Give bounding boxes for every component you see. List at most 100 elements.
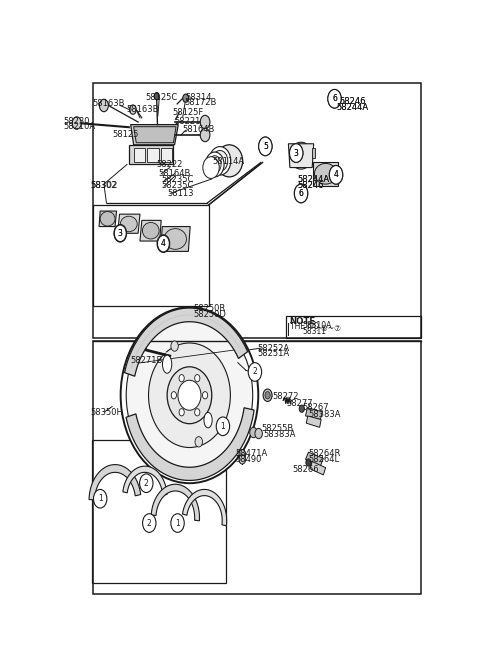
Polygon shape — [118, 214, 140, 233]
Text: 58244A: 58244A — [297, 175, 329, 185]
Circle shape — [157, 235, 170, 253]
Circle shape — [294, 184, 308, 203]
Circle shape — [114, 225, 126, 241]
Circle shape — [195, 437, 203, 447]
Text: 3: 3 — [294, 149, 299, 157]
Text: NOTE: NOTE — [289, 317, 315, 326]
Circle shape — [239, 450, 246, 459]
Circle shape — [259, 137, 272, 156]
Circle shape — [200, 116, 210, 129]
Text: 58244A: 58244A — [337, 103, 369, 112]
Bar — [94, 83, 421, 338]
Text: 58125C: 58125C — [145, 93, 178, 101]
Text: 58490: 58490 — [236, 455, 262, 464]
Circle shape — [250, 427, 257, 437]
Text: THE NO.: THE NO. — [290, 323, 321, 331]
Text: 6: 6 — [299, 189, 303, 198]
Ellipse shape — [314, 163, 337, 184]
Circle shape — [299, 405, 304, 413]
Text: 4: 4 — [334, 170, 338, 179]
Text: 58244A: 58244A — [337, 103, 369, 112]
Text: 4: 4 — [161, 239, 166, 248]
Polygon shape — [161, 148, 172, 162]
Text: 58471A: 58471A — [236, 449, 268, 458]
Circle shape — [157, 235, 169, 252]
Text: 58314: 58314 — [186, 93, 212, 101]
Circle shape — [195, 409, 200, 416]
Text: 6: 6 — [332, 94, 337, 103]
Polygon shape — [89, 464, 141, 500]
Text: 58230: 58230 — [64, 116, 90, 126]
Circle shape — [183, 94, 189, 102]
Text: 1: 1 — [98, 494, 103, 503]
Text: 58235C: 58235C — [161, 181, 193, 190]
Polygon shape — [151, 485, 200, 521]
Circle shape — [216, 417, 229, 435]
Polygon shape — [129, 145, 173, 165]
Text: 58235C: 58235C — [161, 175, 193, 185]
Text: 58246: 58246 — [297, 181, 324, 190]
Ellipse shape — [100, 212, 115, 226]
Text: 58271B: 58271B — [131, 355, 163, 364]
Text: 2: 2 — [147, 519, 152, 528]
Ellipse shape — [120, 307, 258, 483]
Polygon shape — [133, 148, 145, 162]
Text: 58244A: 58244A — [297, 175, 329, 185]
Text: 58310A: 58310A — [302, 321, 332, 330]
Polygon shape — [126, 408, 254, 480]
Circle shape — [72, 117, 81, 129]
Text: 58221: 58221 — [175, 116, 201, 126]
Circle shape — [203, 392, 208, 399]
Ellipse shape — [143, 222, 159, 239]
Text: 58302: 58302 — [91, 181, 117, 190]
Ellipse shape — [205, 152, 224, 177]
Text: 58267: 58267 — [302, 403, 329, 412]
Text: 58277: 58277 — [286, 399, 313, 408]
Polygon shape — [182, 489, 227, 526]
Text: 6: 6 — [332, 94, 337, 103]
Text: 2: 2 — [252, 368, 257, 376]
Ellipse shape — [126, 314, 252, 476]
Text: 5: 5 — [263, 142, 268, 151]
Bar — [92, 440, 226, 583]
Text: 58164B: 58164B — [183, 125, 215, 134]
Polygon shape — [306, 416, 321, 427]
Circle shape — [259, 137, 272, 156]
Text: : ⑥~⑦: : ⑥~⑦ — [316, 324, 341, 333]
Text: 2: 2 — [144, 478, 149, 488]
Circle shape — [140, 474, 153, 493]
Text: 58383A: 58383A — [309, 410, 341, 419]
Text: 58250D: 58250D — [193, 310, 226, 319]
Polygon shape — [131, 124, 178, 144]
Text: 58302: 58302 — [91, 181, 118, 190]
Text: 58311: 58311 — [302, 327, 326, 335]
Text: 58210A: 58210A — [64, 122, 96, 130]
Circle shape — [179, 409, 184, 416]
Text: 58251A: 58251A — [257, 349, 289, 358]
Polygon shape — [125, 308, 248, 376]
Ellipse shape — [164, 228, 186, 249]
Circle shape — [255, 428, 263, 439]
Circle shape — [99, 99, 108, 112]
Circle shape — [154, 93, 159, 99]
Bar — [94, 341, 421, 594]
Text: 58163B: 58163B — [93, 99, 125, 108]
Circle shape — [94, 489, 107, 508]
Ellipse shape — [203, 157, 219, 179]
Polygon shape — [288, 144, 314, 167]
Circle shape — [289, 144, 303, 163]
Circle shape — [289, 144, 303, 163]
Circle shape — [195, 374, 200, 382]
Ellipse shape — [216, 144, 243, 177]
Circle shape — [329, 165, 343, 184]
Text: 58264R: 58264R — [309, 449, 341, 458]
Text: 58114A: 58114A — [213, 157, 245, 167]
Circle shape — [328, 89, 341, 108]
Text: 3: 3 — [118, 228, 123, 238]
Circle shape — [265, 392, 270, 399]
Bar — [94, 205, 209, 306]
Text: 58172B: 58172B — [184, 98, 216, 108]
Polygon shape — [160, 226, 190, 251]
Ellipse shape — [204, 413, 212, 428]
Text: 3: 3 — [294, 149, 299, 157]
